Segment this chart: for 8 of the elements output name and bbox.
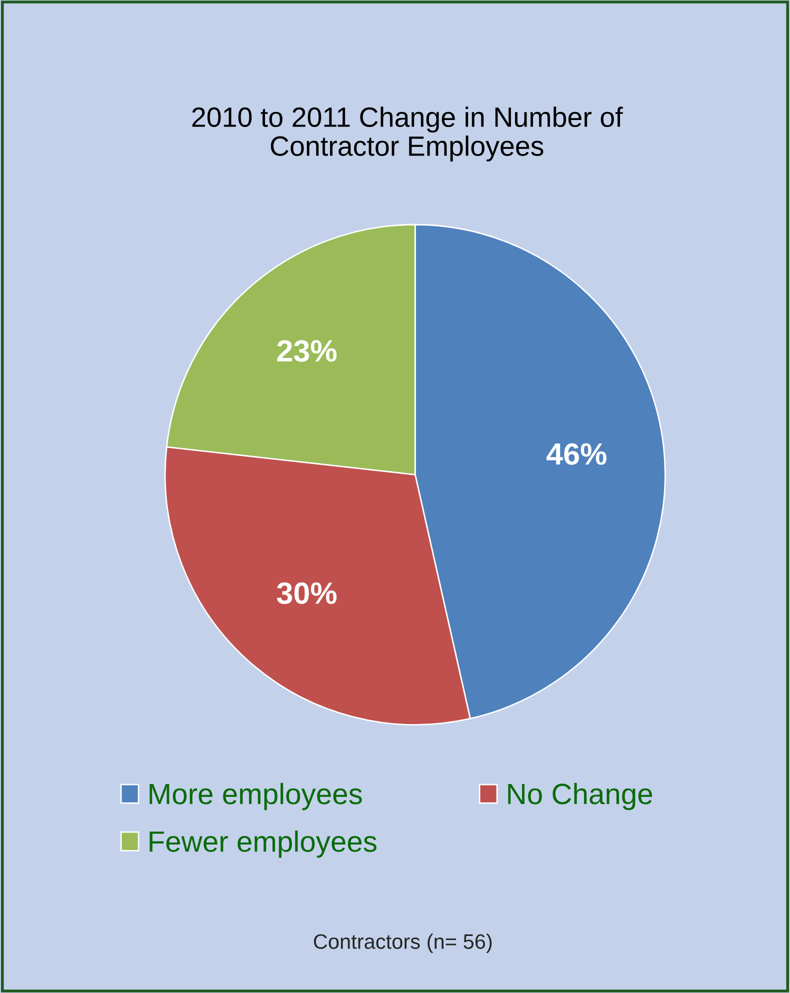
legend-label: No Change <box>508 782 652 810</box>
legend-label: More employees <box>150 782 362 810</box>
data-label: 23% <box>277 340 337 362</box>
chart-title: 2010 to 2011 Change in Number of Contractor Employees <box>192 106 623 162</box>
data-label: 30% <box>276 582 337 604</box>
data-label: 46% <box>546 443 606 465</box>
legend-label: Fewer employees <box>150 830 376 858</box>
text: Contractors (n= 56) <box>314 934 492 954</box>
